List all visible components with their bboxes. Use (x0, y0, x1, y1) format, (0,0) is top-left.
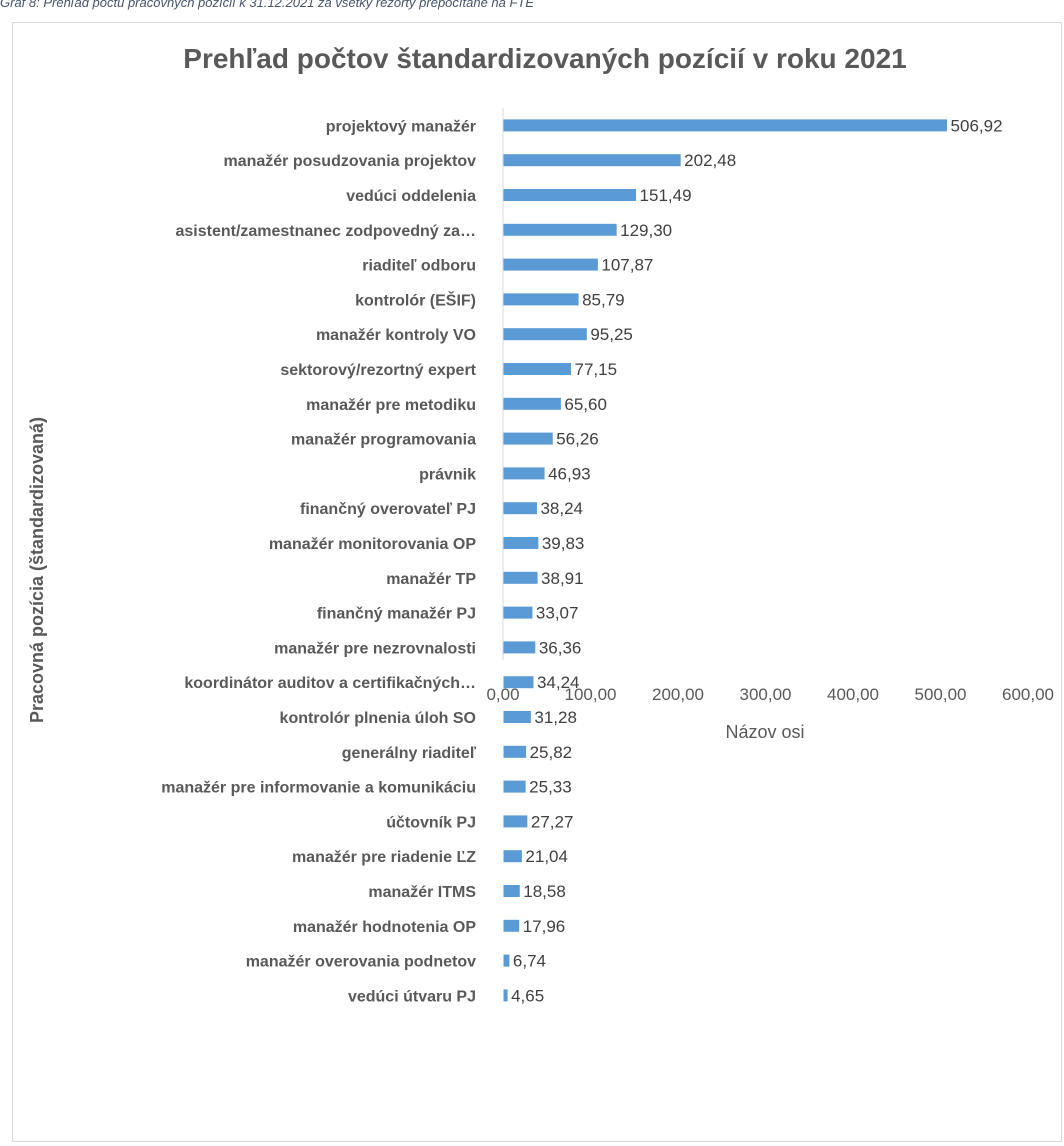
category-label: manažér pre nezrovnalosti (274, 640, 476, 657)
x-tick-label: 100,00 (565, 685, 617, 704)
bar (503, 850, 522, 863)
bar (503, 467, 545, 480)
data-label: 25,33 (529, 778, 572, 797)
bar (503, 919, 520, 932)
bar (503, 397, 561, 410)
category-label: finančný manažér PJ (317, 606, 476, 623)
category-label: koordinátor auditov a certifikačných… (184, 675, 476, 692)
x-tick-label: 200,00 (652, 685, 704, 704)
y-axis-title: Pracovná pozícia (štandardizovaná) (27, 417, 47, 723)
category-label: riaditeľ odboru (362, 258, 476, 275)
bar (503, 676, 534, 689)
category-label: manažér pre riadenie ĽZ (292, 849, 476, 866)
bar (503, 432, 553, 445)
chart-frame (12, 22, 1062, 1142)
bar (503, 537, 539, 549)
data-label: 202,48 (684, 151, 736, 170)
bar (503, 189, 637, 201)
category-label: projektový manažér (326, 118, 476, 135)
data-label: 95,25 (590, 325, 633, 344)
bar (503, 502, 537, 515)
x-tick-label: 400,00 (827, 685, 879, 704)
category-label: účtovník PJ (386, 814, 476, 831)
category-label: finančný overovateľ PJ (300, 501, 476, 518)
category-label: manažér TP (386, 571, 476, 588)
data-label: 85,79 (582, 290, 625, 309)
data-label: 129,30 (620, 221, 672, 240)
data-label: 77,15 (575, 360, 618, 379)
category-label: manažér posudzovania projektov (223, 153, 476, 170)
bar (503, 119, 948, 132)
category-label: kontrolór (EŠIF) (355, 290, 476, 309)
chart-title: Prehľad počtov štandardizovaných pozícií… (183, 43, 906, 74)
data-label: 21,04 (525, 847, 568, 866)
category-label: manažér overovania podnetov (246, 954, 476, 971)
category-label: manažér monitorovania OP (269, 536, 476, 553)
category-label: kontrolór plnenia úloh SO (280, 710, 476, 727)
category-label: právnik (419, 466, 476, 483)
bar (503, 154, 681, 167)
category-label: manažér hodnotenia OP (293, 919, 476, 936)
category-label: manažér programovania (291, 432, 476, 449)
bar (503, 606, 533, 619)
category-label: generálny riaditeľ (342, 745, 477, 762)
data-label: 151,49 (640, 186, 692, 205)
data-label: 38,91 (541, 569, 584, 588)
category-label: manažér ITMS (368, 884, 476, 901)
bar (503, 745, 527, 758)
data-label: 4,65 (511, 986, 544, 1005)
bar (503, 258, 598, 271)
data-label: 506,92 (951, 116, 1003, 135)
bar (503, 223, 617, 236)
data-label: 39,83 (542, 534, 585, 553)
data-label: 36,36 (539, 638, 582, 657)
data-label: 46,93 (548, 464, 591, 483)
bar (503, 711, 531, 723)
x-tick-label: 500,00 (915, 685, 967, 704)
category-label: sektorový/rezortný expert (280, 362, 476, 379)
bar (503, 571, 538, 584)
bar (503, 780, 526, 793)
category-label: manažér kontroly VO (316, 327, 476, 344)
data-label: 6,74 (513, 952, 546, 971)
data-label: 18,58 (523, 882, 566, 901)
bar (503, 363, 572, 375)
figure-caption: Graf 8: Prehľad počtu pracovných pozícií… (0, 0, 535, 10)
data-label: 38,24 (540, 499, 583, 518)
data-label: 17,96 (523, 917, 566, 936)
bar (503, 989, 508, 1002)
data-label: 33,07 (536, 604, 579, 623)
category-label: manažér pre metodiku (306, 397, 476, 414)
category-label: manažér pre informovanie a komunikáciu (161, 780, 476, 797)
x-tick-label: 300,00 (740, 685, 792, 704)
x-axis-title: Názov osi (725, 722, 804, 742)
data-label: 34,24 (537, 673, 580, 692)
bar (503, 815, 528, 828)
category-label: vedúci útvaru PJ (348, 988, 476, 1005)
bar (503, 293, 579, 306)
category-label: asistent/zamestnanec zodpovedný za… (175, 223, 476, 240)
data-label: 56,26 (556, 430, 599, 449)
data-label: 27,27 (531, 812, 574, 831)
data-label: 31,28 (534, 708, 577, 727)
category-label: vedúci oddelenia (346, 188, 476, 205)
bar (503, 641, 536, 654)
bar (503, 885, 520, 897)
bar (503, 954, 510, 967)
data-label: 65,60 (564, 395, 607, 414)
x-tick-label: 0,00 (486, 685, 519, 704)
x-tick-label: 600,00 (1002, 685, 1054, 704)
data-label: 25,82 (530, 743, 573, 762)
data-label: 107,87 (601, 256, 653, 275)
bar (503, 328, 587, 341)
